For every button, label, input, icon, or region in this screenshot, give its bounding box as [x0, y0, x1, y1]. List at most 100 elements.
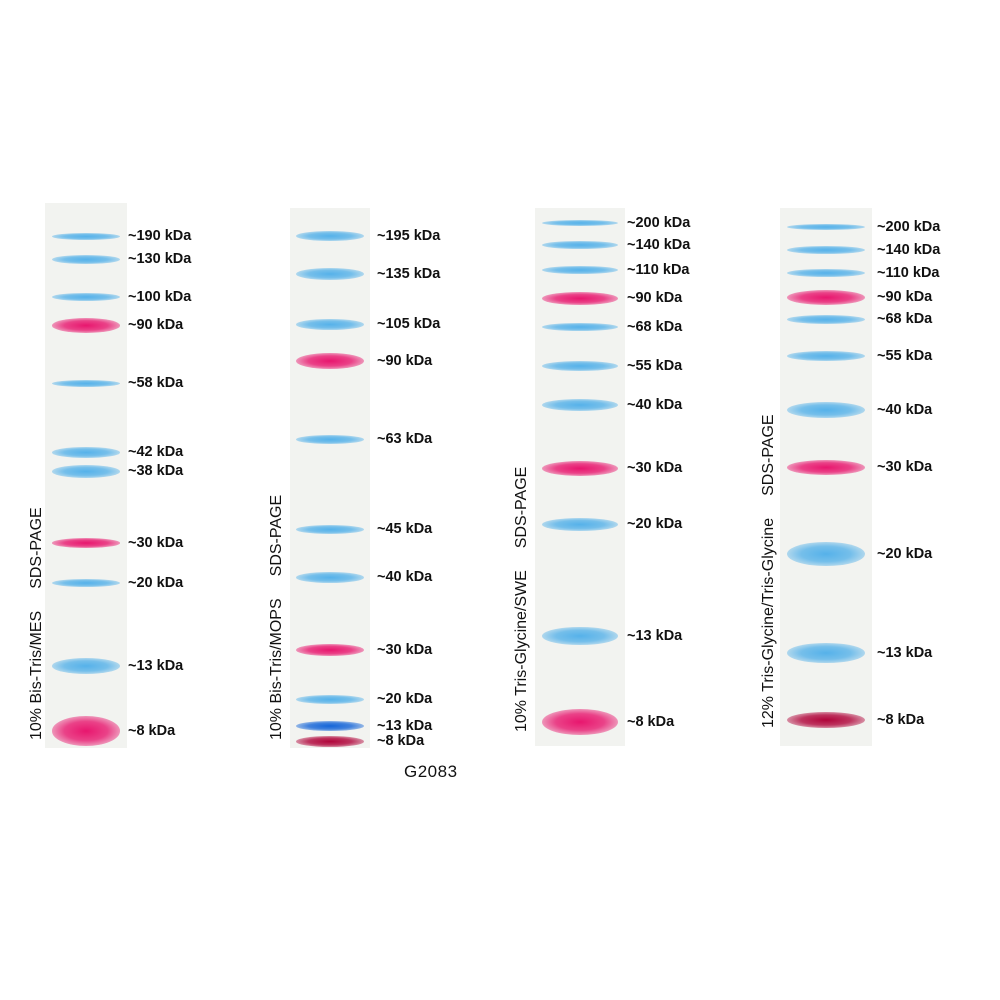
gel-method-3: SDS-PAGE [513, 466, 530, 549]
band-1-5 [51, 379, 121, 387]
band-4-2 [787, 246, 865, 254]
marker-label-2-6: ~45 kDa [377, 521, 433, 537]
marker-label-4-3: ~110 kDa [877, 265, 940, 281]
band-3-5 [542, 323, 618, 331]
marker-label-2-9: ~20 kDa [377, 691, 433, 707]
marker-label-1-4: ~90 kDa [128, 317, 184, 333]
gel-lane-4 [780, 208, 872, 746]
band-4-7 [787, 402, 865, 418]
band-2-8 [296, 644, 364, 656]
band-2-6 [296, 524, 364, 534]
marker-label-4-10: ~13 kDa [877, 645, 933, 661]
band-2-11 [296, 735, 364, 747]
gel-condition-2: 10% Bis-Tris/MOPS [268, 598, 285, 740]
marker-label-2-2: ~135 kDa [377, 266, 441, 282]
band-1-9 [51, 579, 121, 587]
band-4-4 [787, 289, 865, 305]
band-4-11 [787, 712, 865, 728]
band-3-7 [542, 399, 618, 411]
marker-label-4-5: ~68 kDa [877, 311, 933, 327]
marker-label-3-3: ~110 kDa [627, 262, 690, 278]
band-4-10 [787, 643, 865, 663]
gel-condition-4: 12% Tris-Glycine/Tris-Glycine [760, 517, 777, 728]
gel-lane-3 [535, 208, 625, 746]
marker-label-3-5: ~68 kDa [627, 319, 683, 335]
marker-label-2-10: ~13 kDa [377, 718, 433, 734]
band-2-5 [296, 434, 364, 444]
band-1-3 [51, 293, 121, 301]
marker-label-2-11: ~8 kDa [377, 733, 425, 749]
band-1-4 [51, 317, 121, 333]
marker-label-3-2: ~140 kDa [627, 237, 691, 253]
marker-label-1-10: ~13 kDa [128, 658, 184, 674]
band-2-3 [296, 318, 364, 330]
band-3-11 [542, 709, 618, 735]
marker-label-1-3: ~100 kDa [128, 289, 192, 305]
band-2-1 [296, 231, 364, 241]
gel-lane-1 [45, 203, 127, 748]
gel-title-1: 10% Bis-Tris/MES SDS-PAGE [28, 507, 46, 740]
marker-label-4-1: ~200 kDa [877, 219, 941, 235]
marker-label-1-9: ~20 kDa [128, 575, 184, 591]
marker-label-2-1: ~195 kDa [377, 228, 441, 244]
band-1-6 [51, 446, 121, 458]
marker-label-1-8: ~30 kDa [128, 535, 184, 551]
marker-label-3-11: ~8 kDa [627, 714, 675, 730]
band-3-9 [542, 517, 618, 531]
marker-label-3-7: ~40 kDa [627, 397, 683, 413]
marker-label-2-3: ~105 kDa [377, 316, 441, 332]
marker-label-4-11: ~8 kDa [877, 712, 925, 728]
band-2-7 [296, 571, 364, 583]
band-2-9 [296, 694, 364, 704]
marker-label-4-4: ~90 kDa [877, 289, 933, 305]
band-1-8 [51, 538, 121, 548]
band-2-4 [296, 353, 364, 369]
catalog-number: G2083 [404, 762, 458, 781]
band-3-10 [542, 627, 618, 645]
marker-label-3-1: ~200 kDa [627, 215, 691, 231]
marker-label-1-2: ~130 kDa [128, 251, 192, 267]
marker-label-4-7: ~40 kDa [877, 402, 933, 418]
gel-lane-2 [290, 208, 370, 748]
marker-label-1-1: ~190 kDa [128, 228, 192, 244]
marker-label-4-9: ~20 kDa [877, 546, 933, 562]
band-3-1 [542, 220, 618, 226]
band-1-11 [51, 716, 121, 746]
gel-condition-3: 10% Tris-Glycine/SWE [513, 570, 530, 732]
marker-label-3-8: ~30 kDa [627, 460, 683, 476]
marker-label-1-7: ~38 kDa [128, 463, 184, 479]
gel-title-4: 12% Tris-Glycine/Tris-Glycine SDS-PAGE [760, 414, 778, 728]
band-2-2 [296, 268, 364, 280]
band-1-1 [51, 232, 121, 240]
band-3-2 [542, 241, 618, 249]
marker-label-3-9: ~20 kDa [627, 516, 683, 532]
marker-label-2-8: ~30 kDa [377, 642, 433, 658]
gel-method-1: SDS-PAGE [28, 507, 45, 589]
marker-label-2-5: ~63 kDa [377, 431, 433, 447]
marker-label-1-11: ~8 kDa [128, 723, 176, 739]
gel-condition-1: 10% Bis-Tris/MES [28, 610, 45, 740]
marker-label-1-6: ~42 kDa [128, 444, 184, 460]
band-3-3 [542, 266, 618, 274]
gel-method-2: SDS-PAGE [268, 494, 285, 577]
band-3-6 [542, 361, 618, 371]
gel-title-2: 10% Bis-Tris/MOPS SDS-PAGE [268, 495, 286, 740]
band-3-8 [542, 460, 618, 476]
band-4-3 [787, 269, 865, 277]
band-2-10 [296, 721, 364, 731]
marker-label-3-6: ~55 kDa [627, 358, 683, 374]
marker-label-4-6: ~55 kDa [877, 348, 933, 364]
marker-label-2-7: ~40 kDa [377, 569, 433, 585]
band-4-5 [787, 314, 865, 324]
marker-label-3-4: ~90 kDa [627, 290, 683, 306]
marker-label-2-4: ~90 kDa [377, 353, 433, 369]
band-1-7 [51, 464, 121, 478]
band-4-8 [787, 459, 865, 475]
marker-label-1-5: ~58 kDa [128, 375, 184, 391]
marker-label-4-2: ~140 kDa [877, 242, 941, 258]
band-4-9 [787, 542, 865, 566]
gel-method-4: SDS-PAGE [760, 414, 777, 496]
band-4-6 [787, 351, 865, 361]
marker-label-4-8: ~30 kDa [877, 459, 933, 475]
band-3-4 [542, 291, 618, 305]
